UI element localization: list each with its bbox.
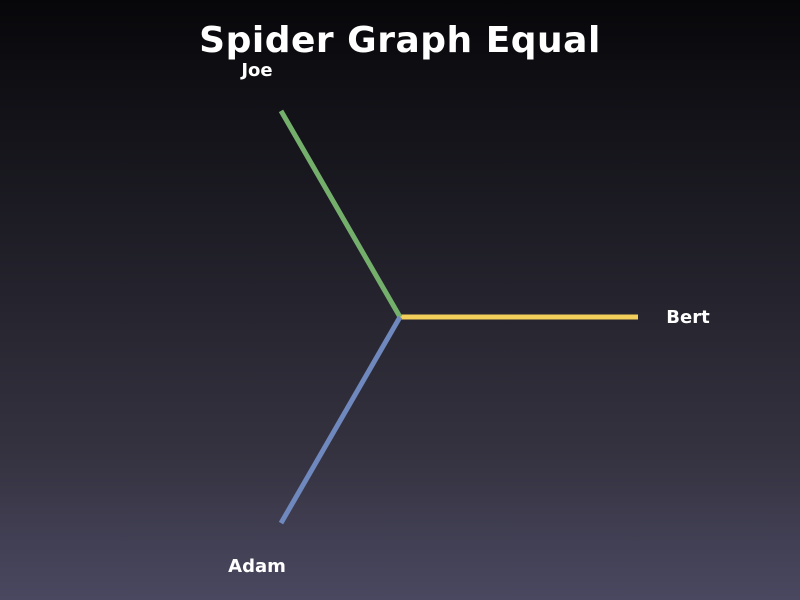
axis-label-joe: Joe xyxy=(239,60,272,81)
spoke-adam xyxy=(278,315,403,525)
spoke-joe xyxy=(278,109,403,319)
axis-label-adam: Adam xyxy=(228,556,286,577)
axis-label-bert: Bert xyxy=(666,307,710,328)
chart-title: Spider Graph Equal xyxy=(199,20,601,61)
